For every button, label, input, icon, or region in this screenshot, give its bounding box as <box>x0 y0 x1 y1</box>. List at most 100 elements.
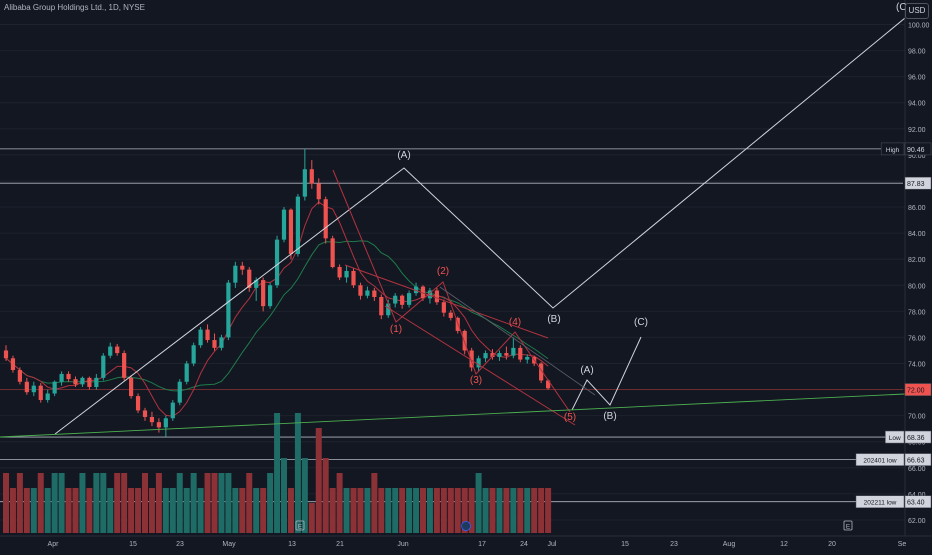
y-tick-label: 82.00 <box>908 257 926 264</box>
candle-body <box>358 285 363 296</box>
volume-bar <box>204 473 211 533</box>
volume-bar <box>37 473 44 533</box>
wave-label-red: (4) <box>509 317 521 328</box>
candle-body <box>226 282 231 338</box>
candle-body <box>420 286 426 299</box>
candle-body <box>268 285 273 307</box>
volume-bar <box>190 473 197 533</box>
volume-bar <box>114 473 121 533</box>
event-marker-box <box>295 520 305 531</box>
candle-body <box>80 377 85 385</box>
candle-body <box>122 353 127 378</box>
candle-body <box>156 422 161 428</box>
volume-bar <box>545 488 552 533</box>
candle-body <box>101 355 106 378</box>
y-tick-label: 66.00 <box>908 466 926 473</box>
price-label-value: 87.83 <box>907 181 925 188</box>
candle-body <box>10 358 16 371</box>
volume-bar <box>336 473 343 533</box>
volume-bar <box>197 488 204 533</box>
candle-body <box>441 302 446 313</box>
candle-body <box>142 410 148 417</box>
y-tick-label: 70.00 <box>908 414 926 421</box>
volume-bar <box>225 473 232 533</box>
volume-bar <box>93 473 100 533</box>
volume-bar <box>246 473 253 533</box>
price-label-value: 63.40 <box>907 500 925 507</box>
volume-bar <box>454 488 461 533</box>
volume-bar <box>86 488 93 533</box>
candle-body <box>288 209 294 254</box>
volume-bar <box>482 488 489 533</box>
volume-bar <box>385 488 392 533</box>
volume-bar <box>357 488 364 533</box>
volume-bar <box>294 413 301 533</box>
volume-bar <box>468 488 475 533</box>
candle-body <box>497 353 502 357</box>
wave-label-c-corner: (C <box>896 2 907 13</box>
wave-label-red: (5) <box>564 412 576 423</box>
wave-path-white-small <box>571 336 642 411</box>
x-tick-label: 13 <box>288 541 296 548</box>
volume-bar <box>413 488 420 533</box>
wave-label: (B) <box>603 411 616 422</box>
volume-bar <box>350 488 357 533</box>
volume-bar <box>378 488 385 533</box>
candle-body <box>73 379 78 385</box>
candle-body <box>525 356 530 360</box>
candle-body <box>163 418 168 428</box>
volume-bar <box>232 488 239 533</box>
candle-body <box>66 373 71 380</box>
candle-body <box>17 370 22 382</box>
candle-body <box>261 280 266 307</box>
volume-bar <box>281 458 287 533</box>
currency-button[interactable]: USD <box>905 3 929 19</box>
volume-bar <box>253 488 260 533</box>
volume-bar <box>531 488 538 533</box>
price-label-box <box>904 453 932 466</box>
price-label-box <box>904 430 932 444</box>
candle-body <box>212 340 217 348</box>
y-tick-label: 84.00 <box>908 231 926 238</box>
volume-bar <box>239 488 246 533</box>
volume-bar <box>364 488 371 533</box>
volume-bar <box>440 488 447 533</box>
candle-body <box>149 416 155 423</box>
volume-bar <box>420 488 426 533</box>
y-tick-label: 96.00 <box>908 75 926 82</box>
volume-bar <box>489 488 496 533</box>
y-tick-label: 100.00 <box>908 23 930 30</box>
candle-body <box>490 353 495 357</box>
y-tick-label: 62.00 <box>908 518 926 525</box>
candle-body <box>372 290 377 298</box>
price-label-box <box>904 142 932 156</box>
volume-bar <box>58 473 65 533</box>
candle-body <box>476 358 481 368</box>
channel-mid <box>439 286 596 396</box>
volume-bar <box>135 488 142 533</box>
candle-body <box>539 363 544 381</box>
price-label-tag-box <box>855 453 905 466</box>
candle-body <box>462 330 467 351</box>
volume-bar <box>260 488 267 533</box>
x-tick-label: Se <box>898 541 907 548</box>
candle-body <box>45 393 50 401</box>
dividend-marker <box>461 521 471 531</box>
price-label-box <box>904 176 932 190</box>
candle-body <box>115 346 120 354</box>
volume-bar <box>503 488 510 533</box>
candle-body <box>386 303 391 316</box>
candle-body <box>295 196 300 254</box>
y-tick-label: 76.00 <box>908 335 926 342</box>
candle-body <box>191 345 196 364</box>
price-label-box <box>904 383 932 396</box>
candle-body <box>511 347 516 356</box>
candle-body <box>31 385 36 393</box>
chart-title: Alibaba Group Holdings Ltd., 1D, NYSE <box>4 3 145 12</box>
candle-body <box>434 290 439 303</box>
candle-body <box>59 373 64 382</box>
x-tick-label: Jun <box>397 541 408 548</box>
price-label-value: 68.36 <box>907 435 925 442</box>
